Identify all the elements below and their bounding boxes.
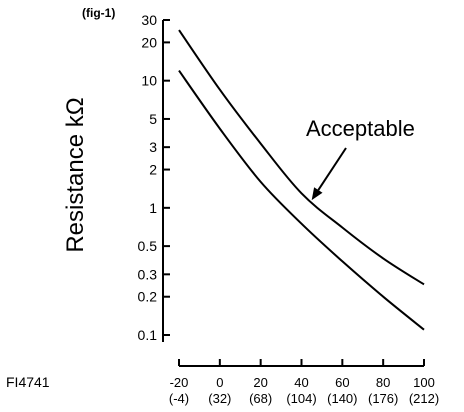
y-tick-label: 0.1 (138, 327, 158, 343)
x-tick-label: 40 (294, 375, 308, 390)
x-tick-sublabel: (68) (249, 391, 272, 406)
x-tick-label: 0 (216, 375, 223, 390)
annotation-arrow (311, 147, 347, 201)
x-tick-label: 60 (335, 375, 349, 390)
x-tick-label: -20 (170, 375, 189, 390)
annotation-acceptable: Acceptable (306, 116, 415, 141)
y-tick-label: 0.5 (138, 238, 158, 254)
y-tick-label: 30 (141, 12, 157, 28)
annotation-arrow-head (311, 187, 323, 201)
y-tick-label: 2 (149, 162, 157, 178)
x-ticks: -20(-4) 0(32) 20(68) 40(104) 60(140) 80(176) 1… (169, 359, 439, 406)
series-lower-line (178, 70, 425, 331)
x-tick-sublabel: (104) (286, 391, 316, 406)
figure-code: FI4741 (6, 374, 50, 390)
x-tick-sublabel: (140) (327, 391, 357, 406)
x-tick-sublabel: (-4) (169, 391, 189, 406)
y-tick-label: 20 (141, 34, 157, 50)
figure-label: (fig-1) (82, 6, 116, 20)
y-tick-label: 10 (141, 73, 157, 89)
x-tick-sublabel: (212) (409, 391, 439, 406)
x-tick-sublabel: (32) (208, 391, 231, 406)
y-tick-label: 5 (149, 111, 157, 127)
y-tick-label: 0.3 (138, 266, 158, 282)
x-tick-label: 80 (376, 375, 390, 390)
y-axis: 0.1 0.2 0.3 0.5 1 2 3 5 10 20 30 (138, 12, 170, 343)
x-tick-sublabel: (176) (368, 391, 398, 406)
y-axis-label: Resistance kΩ (62, 97, 89, 253)
x-tick-label: 20 (253, 375, 267, 390)
y-tick-label: 1 (149, 200, 157, 216)
series-lines (178, 29, 425, 331)
y-tick-label: 0.2 (138, 289, 158, 305)
y-tick-label: 3 (149, 139, 157, 155)
series-upper-line (178, 29, 425, 286)
x-tick-label: 100 (413, 375, 435, 390)
y-ticks: 0.1 0.2 0.3 0.5 1 2 3 5 10 20 30 (138, 12, 170, 343)
annotation-arrow-line (317, 147, 347, 191)
x-axis: -20(-4) 0(32) 20(68) 40(104) 60(140) 80(176) 1… (169, 359, 439, 406)
